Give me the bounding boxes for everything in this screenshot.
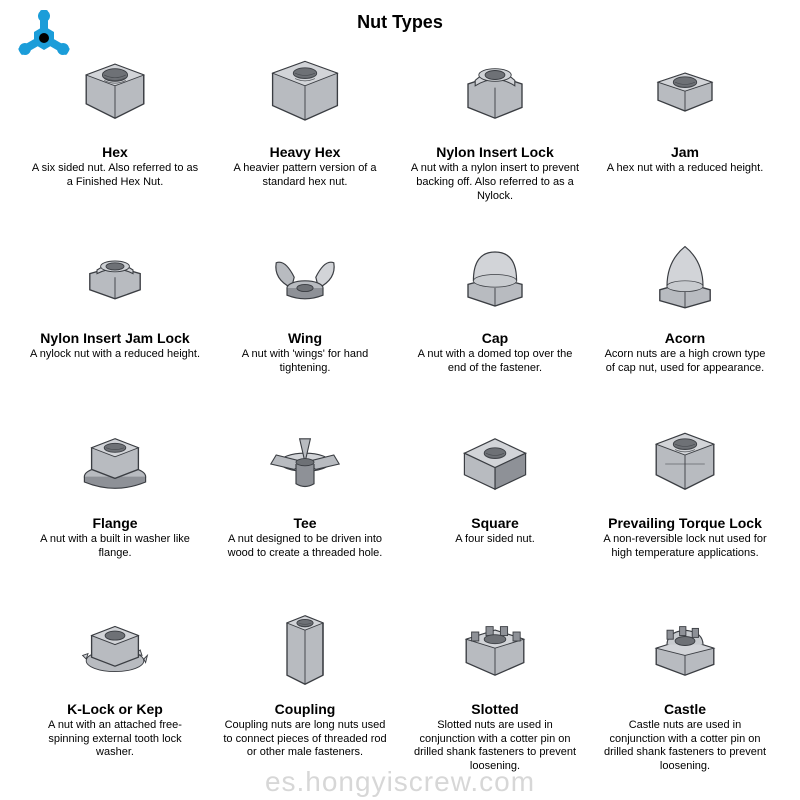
nut-desc: A hex nut with a reduced height. bbox=[603, 162, 768, 176]
castle-icon bbox=[635, 600, 735, 700]
nut-name: Prevailing Torque Lock bbox=[608, 516, 762, 531]
nylon-insert-jam-lock-icon bbox=[65, 229, 165, 329]
square-icon bbox=[445, 414, 545, 514]
nut-square: Square A four sided nut. bbox=[400, 410, 590, 596]
nut-name: Square bbox=[471, 516, 518, 531]
nut-prevailing-torque-lock: Prevailing Torque Lock A non-reversible … bbox=[590, 410, 780, 596]
tee-icon bbox=[255, 414, 355, 514]
nut-desc: A nut designed to be driven into wood to… bbox=[216, 533, 394, 561]
nut-name: Jam bbox=[671, 145, 699, 160]
nylon-insert-lock-icon bbox=[445, 43, 545, 143]
nut-name: Slotted bbox=[471, 702, 518, 717]
nut-name: K-Lock or Kep bbox=[67, 702, 163, 717]
nut-name: Flange bbox=[92, 516, 137, 531]
coupling-icon bbox=[255, 600, 355, 700]
logo bbox=[14, 8, 74, 73]
nut-name: Hex bbox=[102, 145, 128, 160]
nut-desc: A nut with a built in washer like flange… bbox=[26, 533, 204, 561]
jam-icon bbox=[635, 43, 735, 143]
nut-tee: Tee A nut designed to be driven into woo… bbox=[210, 410, 400, 596]
nut-nylon-insert-jam-lock: Nylon Insert Jam Lock A nylock nut with … bbox=[20, 225, 210, 411]
nut-wing: Wing A nut with 'wings' for hand tighten… bbox=[210, 225, 400, 411]
nut-name: Heavy Hex bbox=[270, 145, 341, 160]
page-title: Nut Types bbox=[0, 0, 800, 39]
nut-flange: Flange A nut with a built in washer like… bbox=[20, 410, 210, 596]
nut-name: Castle bbox=[664, 702, 706, 717]
nut-desc: A nut with an attached free-spinning ext… bbox=[26, 719, 204, 760]
nut-acorn: Acorn Acorn nuts are a high crown type o… bbox=[590, 225, 780, 411]
prevailing-torque-lock-icon bbox=[635, 414, 735, 514]
nut-jam: Jam A hex nut with a reduced height. bbox=[590, 39, 780, 225]
nut-name: Cap bbox=[482, 331, 508, 346]
nut-desc: A nut with 'wings' for hand tightening. bbox=[216, 348, 394, 376]
nut-heavy-hex: Heavy Hex A heavier pattern version of a… bbox=[210, 39, 400, 225]
nut-k-lock: K-Lock or Kep A nut with an attached fre… bbox=[20, 596, 210, 782]
nut-name: Coupling bbox=[275, 702, 336, 717]
nut-desc: Slotted nuts are used in conjunction wit… bbox=[406, 719, 584, 774]
flange-icon bbox=[65, 414, 165, 514]
nut-nylon-insert-lock: Nylon Insert Lock A nut with a nylon ins… bbox=[400, 39, 590, 225]
nut-coupling: Coupling Coupling nuts are long nuts use… bbox=[210, 596, 400, 782]
nut-name: Nylon Insert Lock bbox=[436, 145, 553, 160]
slotted-icon bbox=[445, 600, 545, 700]
hex-icon bbox=[65, 43, 165, 143]
nut-name: Nylon Insert Jam Lock bbox=[40, 331, 189, 346]
acorn-icon bbox=[635, 229, 735, 329]
nut-desc: Castle nuts are used in conjunction with… bbox=[596, 719, 774, 774]
nut-desc: A nut with a nylon insert to prevent bac… bbox=[406, 162, 584, 203]
nut-desc: A nut with a domed top over the end of t… bbox=[406, 348, 584, 376]
nut-name: Tee bbox=[293, 516, 316, 531]
nut-name: Wing bbox=[288, 331, 322, 346]
wing-icon bbox=[255, 229, 355, 329]
nut-slotted: Slotted Slotted nuts are used in conjunc… bbox=[400, 596, 590, 782]
nut-cap: Cap A nut with a domed top over the end … bbox=[400, 225, 590, 411]
nut-desc: Coupling nuts are long nuts used to conn… bbox=[216, 719, 394, 760]
nut-desc: A non-reversible lock nut used for high … bbox=[596, 533, 774, 561]
nut-desc: Acorn nuts are a high crown type of cap … bbox=[596, 348, 774, 376]
nut-desc: A heavier pattern version of a standard … bbox=[216, 162, 394, 190]
nut-desc: A six sided nut. Also referred to as a F… bbox=[26, 162, 204, 190]
k-lock-icon bbox=[65, 600, 165, 700]
heavy-hex-icon bbox=[255, 43, 355, 143]
nut-desc: A nylock nut with a reduced height. bbox=[26, 348, 204, 362]
cap-icon bbox=[445, 229, 545, 329]
nut-desc: A four sided nut. bbox=[451, 533, 539, 547]
nut-grid: Hex A six sided nut. Also referred to as… bbox=[0, 39, 800, 791]
nut-castle: Castle Castle nuts are used in conjuncti… bbox=[590, 596, 780, 782]
nut-name: Acorn bbox=[665, 331, 705, 346]
